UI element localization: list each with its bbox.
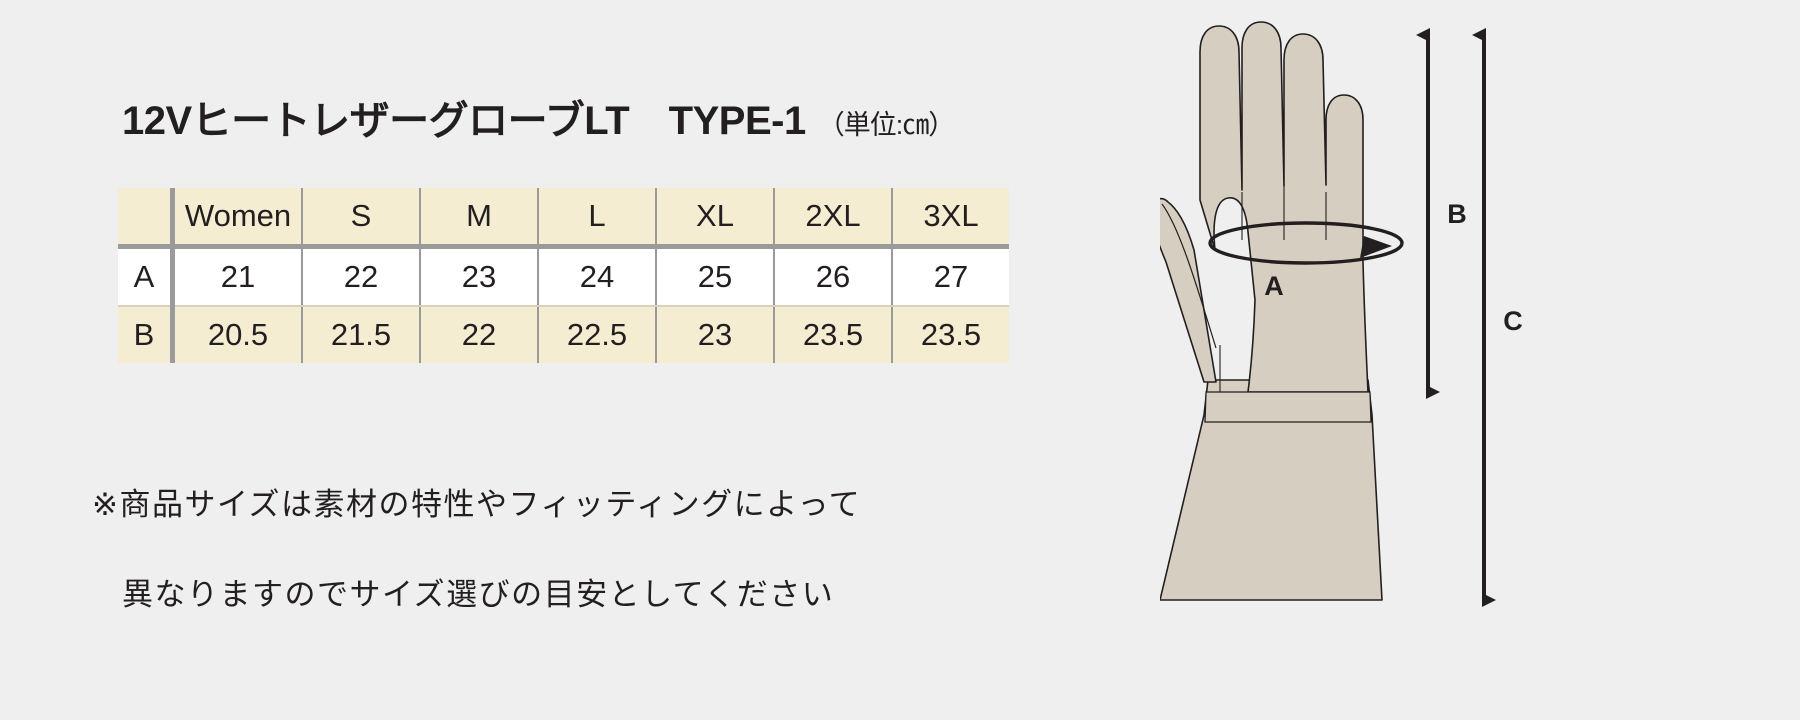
cell-a-2xl: 26	[774, 246, 893, 307]
cell-b-l: 22.5	[538, 306, 657, 363]
header-3xl: 3XL	[892, 188, 1009, 249]
glove-thumb-seam	[1161, 203, 1217, 349]
cell-b-m: 22	[420, 306, 539, 363]
glove-thumb-shape	[1160, 197, 1217, 383]
size-table-head: Women S M L XL 2XL 3XL	[118, 188, 1009, 249]
measurement-b-label: B	[1447, 199, 1467, 229]
measurement-c-label: C	[1503, 306, 1523, 336]
size-note-line-1: ※商品サイズは素材の特性やフィッティングによって	[92, 486, 862, 522]
table-header-row: Women S M L XL 2XL 3XL	[118, 188, 1009, 249]
page-title: 12VヒートレザーグローブLT TYPE-1 （単位:㎝）	[122, 88, 956, 146]
size-note-line-2: 異なりますのでサイズ選びの目安としてください	[122, 576, 835, 612]
header-xl: XL	[656, 188, 775, 249]
measurement-a-label: A	[1264, 271, 1284, 301]
cell-a-xl: 25	[656, 246, 775, 307]
product-title-text: 12VヒートレザーグローブLT TYPE-1	[122, 99, 806, 143]
header-m: M	[420, 188, 539, 249]
header-2xl: 2XL	[774, 188, 893, 249]
cell-a-women: 21	[172, 246, 303, 307]
cell-b-3xl: 23.5	[920, 317, 982, 352]
row-label-b: B	[118, 306, 175, 363]
cell-b-s: 21.5	[302, 306, 421, 363]
cell-b-xl: 23	[656, 306, 775, 363]
glove-illustration: A	[1160, 21, 1404, 601]
measurement-c-arrow-group: C	[1472, 28, 1523, 607]
size-table-container: Women S M L XL 2XL 3XL A 21 22 23	[118, 188, 1009, 363]
table-row: A 21 22 23 24 25 26 27	[118, 246, 1009, 307]
cell-a-s: 22	[302, 246, 421, 307]
cell-a-l: 24	[538, 246, 657, 307]
glove-measurement-diagram: A B C	[1160, 0, 1800, 720]
cell-a-m: 23	[420, 246, 539, 307]
cell-b-women: 20.5	[172, 306, 303, 363]
header-women: Women	[172, 188, 303, 249]
unit-label: （単位:㎝）	[817, 110, 956, 140]
row-label-a: A	[118, 246, 175, 307]
measurement-b-arrow-group: B	[1416, 28, 1467, 399]
cell-b-2xl: 23.5	[774, 306, 893, 363]
cell-a-3xl: 27	[892, 246, 1009, 307]
header-corner	[118, 188, 175, 249]
measurement-a-ellipse	[1208, 221, 1404, 265]
size-note: ※商品サイズは素材の特性やフィッティングによって 異なりますのでサイズ選びの目安…	[92, 438, 861, 663]
measurement-a-arrowhead	[1360, 236, 1392, 258]
info-panel: 12VヒートレザーグローブLT TYPE-1 （単位:㎝） Women S M …	[92, 88, 1009, 663]
header-l: L	[538, 188, 657, 249]
glove-cuff-strap	[1204, 391, 1372, 423]
size-table: Women S M L XL 2XL 3XL A 21 22 23	[118, 188, 1009, 363]
table-row: B 20.5 21.5 22 22.5 23 23.5 23.5	[118, 306, 1009, 363]
header-s: S	[302, 188, 421, 249]
size-table-body: A 21 22 23 24 25 26 27 B 20.5 21.5 22	[118, 246, 1009, 363]
